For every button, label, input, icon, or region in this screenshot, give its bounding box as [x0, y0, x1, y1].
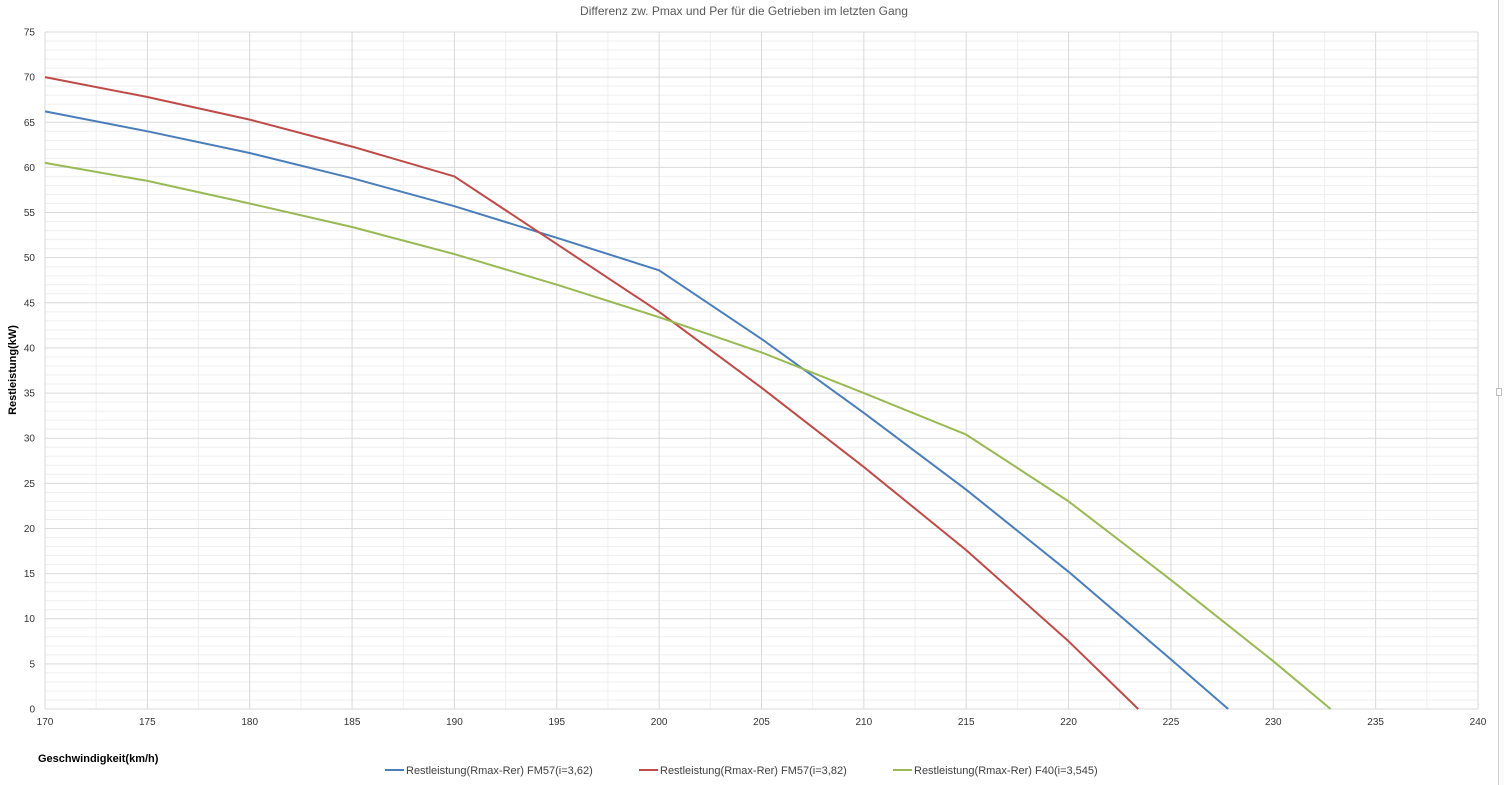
y-tick-label: 0	[29, 705, 35, 716]
y-tick-label: 40	[24, 343, 36, 354]
y-tick-label: 5	[29, 659, 35, 670]
y-tick-label: 70	[24, 73, 36, 84]
axis-ticks: 0 5 10 15 20 25 30 35 40 45 50 55 60 65 70 75 170 175 180 1…	[24, 28, 1487, 729]
y-tick-label: 50	[24, 253, 36, 264]
y-tick-label: 60	[24, 163, 36, 174]
series-line-2	[44, 76, 1139, 710]
chart-title: Differenz zw. Pmax und Per für die Getri…	[580, 4, 908, 18]
series-line-3	[44, 161, 1332, 710]
y-tick-label: 10	[24, 614, 36, 625]
x-tick-label: 230	[1265, 717, 1282, 728]
x-tick-label: 175	[139, 717, 156, 728]
legend-label-3: Restleistung(Rmax-Rer) F40(i=3,545)	[914, 765, 1098, 777]
x-tick-label: 185	[344, 717, 361, 728]
chart-grid	[44, 31, 1479, 710]
x-tick-label: 200	[651, 717, 668, 728]
y-tick-label: 15	[24, 569, 36, 580]
y-tick-label: 20	[24, 524, 36, 535]
legend-label-1: Restleistung(Rmax-Rer) FM57(i=3,62)	[406, 765, 593, 777]
series-lines	[44, 76, 1332, 710]
x-tick-label: 240	[1470, 717, 1487, 728]
x-tick-label: 235	[1367, 717, 1384, 728]
x-tick-label: 190	[446, 717, 463, 728]
x-tick-label: 180	[241, 717, 258, 728]
x-tick-label: 220	[1060, 717, 1077, 728]
x-tick-label: 215	[958, 717, 975, 728]
y-tick-label: 25	[24, 479, 36, 490]
y-tick-label: 30	[24, 434, 36, 445]
x-tick-label: 170	[37, 717, 54, 728]
y-tick-label: 35	[24, 389, 36, 400]
y-tick-label: 45	[24, 298, 36, 309]
y-tick-label: 55	[24, 208, 36, 219]
x-axis-label: Geschwindigkeit(km/h)	[38, 753, 159, 765]
series-line-1	[44, 110, 1229, 710]
x-tick-label: 195	[548, 717, 565, 728]
y-axis-label: Restleistung(kW)	[7, 325, 19, 415]
x-tick-label: 210	[856, 717, 873, 728]
resize-handle[interactable]	[1496, 388, 1502, 396]
y-tick-label: 75	[24, 28, 36, 39]
legend-label-2: Restleistung(Rmax-Rer) FM57(i=3,82)	[660, 765, 847, 777]
x-tick-label: 225	[1163, 717, 1180, 728]
y-tick-label: 65	[24, 118, 36, 129]
legend: Restleistung(Rmax-Rer) FM57(i=3,62) Restl…	[385, 765, 1098, 777]
x-tick-label: 205	[753, 717, 770, 728]
